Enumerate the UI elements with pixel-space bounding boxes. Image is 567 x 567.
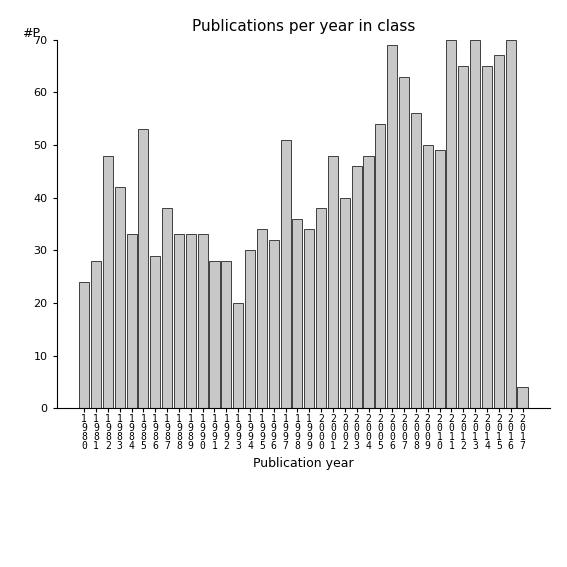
Bar [293, 219, 302, 408]
Bar [518, 387, 527, 408]
Bar [150, 256, 160, 408]
Bar [281, 139, 291, 408]
Bar [245, 250, 255, 408]
Bar [363, 155, 374, 408]
Bar [103, 155, 113, 408]
Bar [269, 240, 279, 408]
Bar [79, 282, 89, 408]
Bar [352, 166, 362, 408]
Bar [494, 56, 504, 408]
Bar [340, 198, 350, 408]
Bar [198, 235, 208, 408]
Bar [233, 303, 243, 408]
Bar [434, 150, 445, 408]
Bar [162, 208, 172, 408]
Bar [506, 40, 516, 408]
Bar [446, 40, 456, 408]
Y-axis label: #P: #P [22, 27, 40, 40]
Title: Publications per year in class: Publications per year in class [192, 19, 415, 35]
Bar [316, 208, 326, 408]
Bar [138, 129, 149, 408]
Bar [375, 124, 386, 408]
Bar [257, 229, 267, 408]
Bar [411, 113, 421, 408]
Bar [304, 229, 314, 408]
Bar [399, 77, 409, 408]
Bar [482, 66, 492, 408]
X-axis label: Publication year: Publication year [253, 457, 354, 470]
Bar [221, 261, 231, 408]
Bar [458, 66, 468, 408]
Bar [209, 261, 219, 408]
Bar [423, 145, 433, 408]
Bar [186, 235, 196, 408]
Bar [470, 40, 480, 408]
Bar [387, 45, 397, 408]
Bar [126, 235, 137, 408]
Bar [115, 187, 125, 408]
Bar [174, 235, 184, 408]
Bar [328, 155, 338, 408]
Bar [91, 261, 101, 408]
